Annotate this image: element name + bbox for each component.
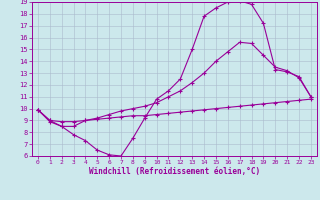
X-axis label: Windchill (Refroidissement éolien,°C): Windchill (Refroidissement éolien,°C) <box>89 167 260 176</box>
